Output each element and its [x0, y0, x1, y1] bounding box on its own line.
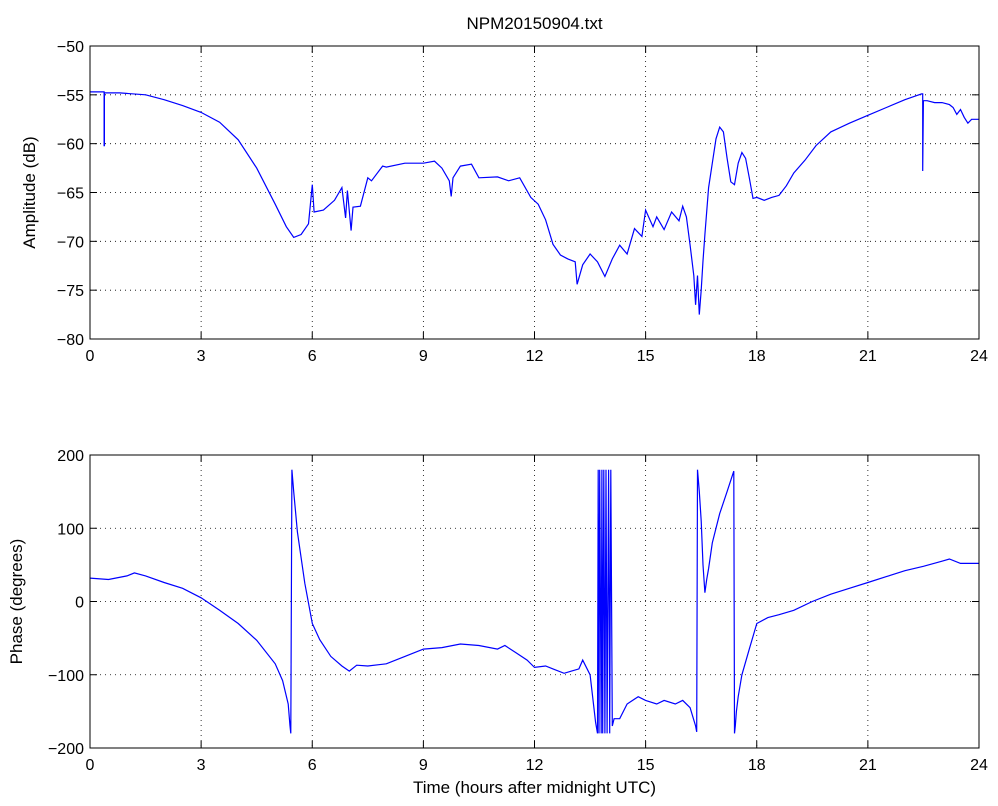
phase-x-tick-label: 21	[859, 757, 877, 774]
amplitude-x-tick-label: 3	[197, 348, 206, 365]
phase-x-tick-label: 9	[419, 757, 428, 774]
phase-grid	[90, 455, 979, 748]
amplitude-line	[90, 91, 979, 315]
amplitude-y-tick-label: −50	[57, 39, 84, 56]
amplitude-x-tick-label: 0	[86, 348, 95, 365]
amplitude-x-tick-label: 18	[748, 348, 766, 365]
phase-x-tick-label: 6	[308, 757, 317, 774]
phase-x-tick-label: 15	[637, 757, 655, 774]
amplitude-grid	[90, 46, 979, 339]
phase-y-tick-label: −100	[48, 668, 84, 685]
phase-y-tick-label: 0	[75, 595, 84, 612]
phase-y-axis-label: Phase (degrees)	[7, 539, 26, 665]
phase-panel: 0 3 6 9 12 15 18 21 24 200 100 0 −100 −200 Phase (deg…	[7, 448, 988, 797]
phase-x-axis-label: Time (hours after midnight UTC)	[413, 778, 656, 797]
amplitude-y-axis-label: Amplitude (dB)	[20, 136, 39, 248]
phase-x-tick-label: 12	[526, 757, 544, 774]
amplitude-ticks: 0 3 6 9 12 15 18 21 24 −50 −55 −60 −65 −70 −75 −80	[57, 39, 988, 365]
phase-ticks: 0 3 6 9 12 15 18 21 24 200 100 0 −100 −200	[48, 448, 988, 774]
amplitude-x-tick-label: 12	[526, 348, 544, 365]
phase-x-tick-label: 24	[970, 757, 988, 774]
phase-line	[89, 469, 979, 734]
amplitude-y-tick-label: −65	[57, 186, 84, 203]
phase-y-tick-label: 200	[57, 448, 84, 465]
amplitude-panel: 0 3 6 9 12 15 18 21 24 −50 −55 −60 −65 −70 −75 −80 Ampl…	[20, 39, 988, 365]
phase-y-tick-label: 100	[57, 521, 84, 538]
amplitude-y-tick-label: −60	[57, 137, 84, 154]
amplitude-y-tick-label: −70	[57, 234, 84, 251]
amplitude-x-tick-label: 15	[637, 348, 655, 365]
phase-y-tick-label: −200	[48, 741, 84, 758]
amplitude-x-tick-label: 9	[419, 348, 428, 365]
amplitude-x-tick-label: 21	[859, 348, 877, 365]
chart-title: NPM20150904.txt	[466, 14, 602, 33]
phase-x-tick-label: 0	[86, 757, 95, 774]
amplitude-y-tick-label: −55	[57, 88, 84, 105]
amplitude-x-tick-label: 6	[308, 348, 317, 365]
phase-x-tick-label: 3	[197, 757, 206, 774]
amplitude-y-tick-label: −75	[57, 283, 84, 300]
amplitude-x-tick-label: 24	[970, 348, 988, 365]
amplitude-y-tick-label: −80	[57, 332, 84, 349]
phase-x-tick-label: 18	[748, 757, 766, 774]
